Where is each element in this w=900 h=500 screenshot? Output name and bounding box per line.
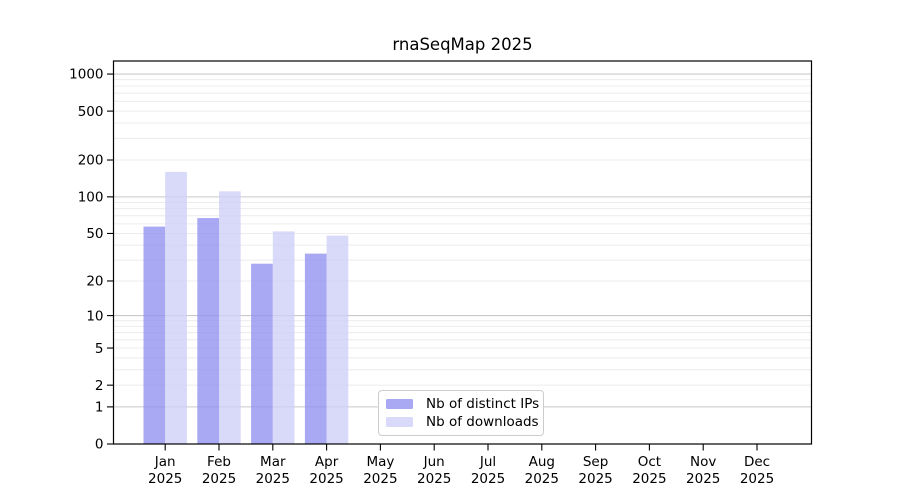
x-tick-label-year: 2025 <box>309 471 343 487</box>
chart-title: rnaSeqMap 2025 <box>392 35 533 54</box>
y-tick-label: 200 <box>78 153 104 169</box>
x-tick-label-month: Dec <box>744 454 770 470</box>
x-tick-label-month: Jan <box>154 454 176 470</box>
legend-item-distinct-ips: Nb of distinct IPs <box>386 395 539 413</box>
x-tick-label-year: 2025 <box>363 471 397 487</box>
y-tick-label: 100 <box>78 190 104 206</box>
y-tick-label: 5 <box>95 341 104 357</box>
y-tick-label: 10 <box>86 308 103 324</box>
legend-item-downloads: Nb of downloads <box>386 413 539 431</box>
bar-downloads <box>219 191 241 444</box>
bar-downloads <box>165 171 187 444</box>
x-tick-label-year: 2025 <box>686 471 720 487</box>
x-tick-label-month: May <box>366 454 394 470</box>
legend-swatch-distinct-ips <box>386 399 413 409</box>
x-tick-label-month: Sep <box>583 454 608 470</box>
x-tick-label-month: Jul <box>479 454 496 470</box>
x-tick-label-year: 2025 <box>525 471 559 487</box>
x-tick-label-year: 2025 <box>417 471 451 487</box>
x-tick-label-month: Nov <box>690 454 716 470</box>
x-tick-label-month: Apr <box>315 454 339 470</box>
bar-distinct-ips <box>197 218 219 444</box>
y-tick-label: 1 <box>95 400 104 416</box>
x-tick-label-month: Aug <box>529 454 555 470</box>
bar-distinct-ips <box>304 253 327 444</box>
x-tick-label-month: Oct <box>638 454 661 470</box>
y-tick-label: 0 <box>95 437 104 453</box>
bar-distinct-ips <box>251 263 273 444</box>
y-tick-label: 500 <box>78 104 104 120</box>
legend-label-distinct-ips: Nb of distinct IPs <box>426 396 540 412</box>
x-tick-label-year: 2025 <box>578 471 612 487</box>
x-tick-label-month: Feb <box>207 454 231 470</box>
x-tick-label-year: 2025 <box>740 471 774 487</box>
x-tick-label-year: 2025 <box>471 471 505 487</box>
bar-downloads <box>326 235 349 444</box>
x-tick-label-month: Mar <box>260 454 286 470</box>
x-tick-label-year: 2025 <box>202 471 236 487</box>
legend: Nb of distinct IPs Nb of downloads <box>378 390 544 436</box>
y-tick-label: 50 <box>86 226 103 242</box>
x-tick-label-year: 2025 <box>256 471 290 487</box>
legend-swatch-downloads <box>386 417 413 427</box>
y-tick-label: 20 <box>86 274 103 290</box>
legend-label-downloads: Nb of downloads <box>426 414 539 430</box>
x-tick-label-year: 2025 <box>632 471 666 487</box>
x-tick-label-year: 2025 <box>148 471 182 487</box>
y-tick-label: 2 <box>95 378 104 394</box>
bar-downloads <box>272 231 295 444</box>
plot-frame <box>112 60 813 445</box>
x-tick-label-month: Jun <box>423 454 445 470</box>
bar-distinct-ips <box>143 226 166 444</box>
y-tick-label: 1000 <box>69 67 103 83</box>
